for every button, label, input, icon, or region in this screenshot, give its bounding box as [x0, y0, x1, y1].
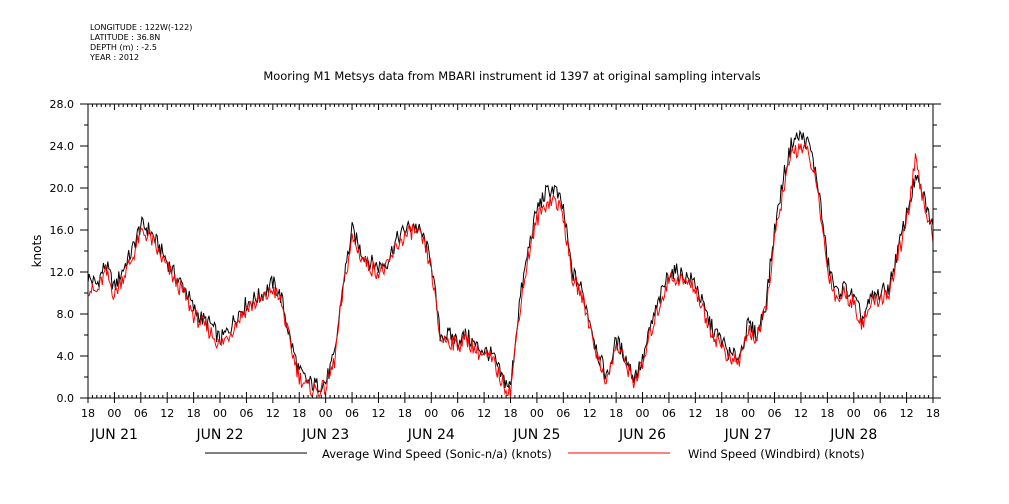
x-tick-label: 12 [477, 407, 491, 420]
x-tick-label: 18 [926, 407, 940, 420]
x-tick-label: 18 [398, 407, 412, 420]
x-tick-label: 00 [847, 407, 861, 420]
y-tick-label: 20.0 [50, 182, 75, 195]
series-line-windbird [87, 143, 934, 399]
x-tick-label: 18 [715, 407, 729, 420]
x-day-label: JUN 25 [512, 427, 560, 443]
chart-title: Mooring M1 Metsys data from MBARI instru… [263, 69, 760, 83]
legend-label-series-2: Wind Speed (Windbird) (knots) [688, 447, 865, 461]
y-tick-label: 24.0 [50, 140, 75, 153]
plot-frame [87, 103, 934, 399]
series-layer [87, 129, 934, 399]
x-tick-label: 12 [794, 407, 808, 420]
longitude-label: LONGITUDE : 122W(-122) [90, 23, 192, 32]
axes: 18 00 06 12 18 00 06 12 18 00 06 12 18 00 06 12 18 00 06 12… [50, 98, 941, 443]
x-tick-label: 00 [213, 407, 227, 420]
x-tick-label: 06 [345, 407, 359, 420]
x-day-label: JUN 22 [195, 427, 243, 443]
x-day-label: JUN 21 [90, 427, 138, 443]
x-tick-label: 06 [556, 407, 570, 420]
x-day-label: JUN 24 [407, 427, 455, 443]
y-tick-label: 12.0 [50, 266, 75, 279]
x-day-label: JUN 26 [618, 427, 666, 443]
y-tick-label: 8.0 [57, 308, 75, 321]
x-tick-label: 12 [266, 407, 280, 420]
x-tick-label: 06 [873, 407, 887, 420]
y-tick-label: 0.0 [57, 392, 75, 405]
x-tick-label: 00 [107, 407, 121, 420]
y-tick-label: 28.0 [50, 98, 75, 111]
year-label: YEAR : 2012 [89, 53, 139, 62]
latitude-label: LATITUDE : 36.8N [90, 33, 160, 42]
x-tick-label: 18 [81, 407, 95, 420]
y-tick-label: 4.0 [57, 350, 75, 363]
x-day-label: JUN 23 [301, 427, 349, 443]
x-tick-label: 12 [160, 407, 174, 420]
legend: Average Wind Speed (Sonic-n/a) (knots) W… [205, 447, 865, 461]
x-tick-label: 18 [504, 407, 518, 420]
x-tick-label: 00 [636, 407, 650, 420]
x-tick-label: 06 [239, 407, 253, 420]
x-tick-label: 18 [292, 407, 306, 420]
x-tick-label: 18 [609, 407, 623, 420]
x-tick-label: 12 [900, 407, 914, 420]
x-day-label: JUN 28 [829, 427, 877, 443]
x-tick-label: 12 [688, 407, 702, 420]
x-tick-label: 18 [187, 407, 201, 420]
y-tick-label: 16.0 [50, 224, 75, 237]
depth-label: DEPTH (m) : -2.5 [90, 43, 157, 52]
legend-label-series-1: Average Wind Speed (Sonic-n/a) (knots) [322, 447, 552, 461]
x-tick-label: 18 [820, 407, 834, 420]
x-tick-label: 06 [451, 407, 465, 420]
x-tick-label: 06 [768, 407, 782, 420]
x-tick-label: 12 [371, 407, 385, 420]
x-tick-label: 00 [741, 407, 755, 420]
x-tick-label: 00 [319, 407, 333, 420]
series-line-average-wind-speed [87, 129, 934, 394]
x-tick-label: 00 [424, 407, 438, 420]
x-tick-label: 12 [583, 407, 597, 420]
x-tick-label: 06 [662, 407, 676, 420]
x-tick-label: 06 [134, 407, 148, 420]
y-axis-label: knots [30, 235, 44, 268]
x-day-label: JUN 27 [724, 427, 772, 443]
x-tick-label: 00 [530, 407, 544, 420]
